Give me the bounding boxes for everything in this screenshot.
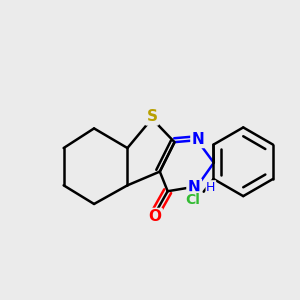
Text: Cl: Cl — [185, 193, 200, 207]
Text: S: S — [146, 109, 158, 124]
Text: O: O — [148, 209, 161, 224]
Text: H: H — [206, 181, 215, 194]
Text: N: N — [188, 180, 200, 195]
Text: N: N — [192, 132, 205, 147]
